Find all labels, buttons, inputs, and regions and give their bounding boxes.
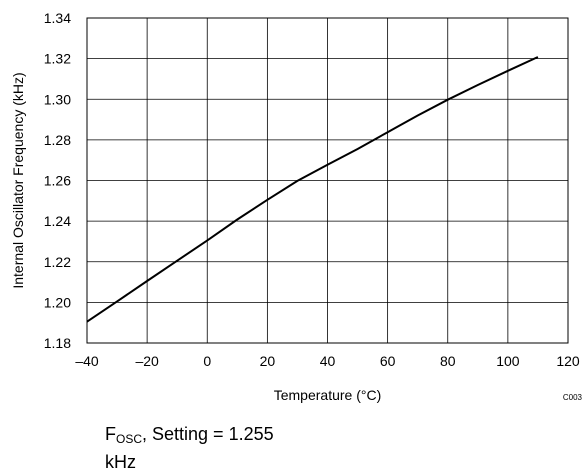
x-tick-label: –20 [135,353,159,369]
y-tick-label: 1.24 [44,213,71,229]
y-tick-label: 1.28 [44,132,71,148]
caption-subscript: OSC [116,432,143,446]
caption-line-1: FOSC, Setting = 1.255 [105,423,274,451]
y-tick-label: 1.26 [44,173,71,189]
y-tick-label: 1.22 [44,254,71,270]
caption-setting: , Setting = 1.255 [142,424,274,444]
y-tick-label: 1.34 [44,10,71,26]
y-tick-label: 1.32 [44,51,71,67]
x-tick-label: 120 [556,353,580,369]
caption-unit: kHz [105,452,136,472]
y-axis-title: Internal Oscillator Frequency (kHz) [10,72,26,288]
y-tick-label: 1.20 [44,294,71,310]
y-tick-label: 1.18 [44,335,71,351]
x-tick-label: 60 [380,353,396,369]
x-tick-label: 80 [440,353,456,369]
x-tick-label: 20 [260,353,276,369]
figure-code: C003 [563,393,583,402]
oscillator-frequency-chart: –40 –20 0 20 40 60 80 100 120 1.181.201.221.241.… [10,10,583,403]
series-line [86,56,539,323]
plot-frame [86,17,569,344]
x-tick-label: –40 [75,353,99,369]
x-tick-label: 40 [320,353,336,369]
y-tick-label: 1.30 [44,91,71,107]
y-tick-labels: 1.18 1.20 1.22 1.24 1.26 1.28 1.30 1.32 1.34 [44,10,71,351]
grid [87,18,568,343]
caption-symbol: F [105,424,116,444]
x-axis-title: Temperature (°C) [274,387,382,403]
x-tick-label: 0 [203,353,211,369]
x-tick-label: 100 [496,353,520,369]
x-tick-labels: –40 –20 0 20 40 60 80 100 120 [75,353,580,369]
caption: FOSC, Setting = 1.255 kHz [105,423,274,474]
